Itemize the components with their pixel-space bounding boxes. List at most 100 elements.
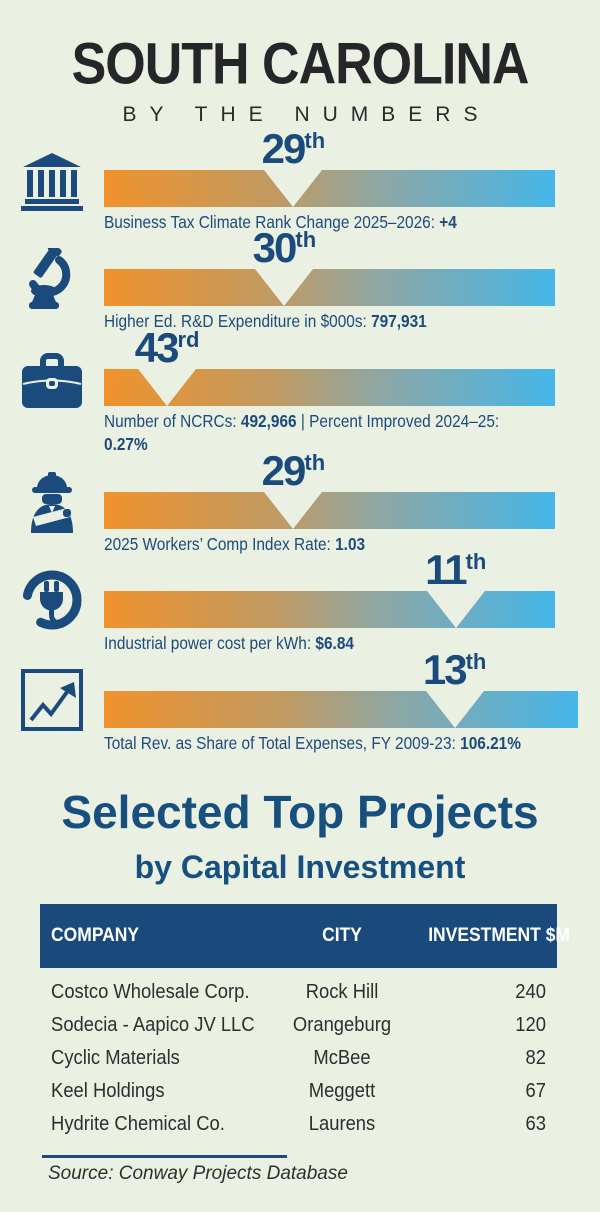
table-body: Costco Wholesale Corp. Rock Hill 240 Sod… bbox=[40, 968, 557, 1141]
table-row: Keel Holdings Meggett 67 bbox=[40, 1075, 557, 1108]
cell-company: Costco Wholesale Corp. bbox=[51, 980, 250, 1003]
stat-label: Total Rev. as Share of Total Expenses, F… bbox=[104, 733, 461, 754]
rank-ordinal-suffix: th bbox=[465, 649, 487, 675]
cell-city: Laurens bbox=[308, 1112, 376, 1135]
rank-bar-area: 30th bbox=[104, 227, 555, 307]
stat-label: Business Tax Climate Rank Change 2025–20… bbox=[104, 211, 440, 232]
cell-city: Orangeburg bbox=[292, 1013, 392, 1036]
stat-caption: 2025 Workers’ Comp Index Rate: 1.03 bbox=[104, 533, 556, 556]
header: SOUTH CAROLINA BY THE NUMBERS bbox=[0, 0, 600, 127]
stat-caption: Higher Ed. R&D Expenditure in $000s: 797… bbox=[104, 310, 556, 333]
rank-ordinal-suffix: th bbox=[295, 227, 317, 253]
projects-section: Selected Top Projects by Capital Investm… bbox=[0, 785, 600, 1185]
stat-value: 492,966 bbox=[240, 411, 297, 432]
rank-number: 29 bbox=[261, 446, 307, 494]
rank-value: 43rd bbox=[135, 327, 200, 369]
cell-investment: 82 bbox=[525, 1046, 546, 1069]
projects-subtitle: by Capital Investment bbox=[134, 848, 466, 885]
cell-investment: 63 bbox=[525, 1112, 546, 1135]
stat-value: 0.27% bbox=[104, 433, 148, 454]
page-subtitle: BY THE NUMBERS bbox=[122, 102, 491, 126]
stat-label: | Percent Improved 2024–25: bbox=[296, 411, 500, 432]
stats-list: 29th Business Tax Climate Rank Change 20… bbox=[0, 127, 600, 755]
power-plug-icon bbox=[20, 568, 84, 632]
stat-row: 13th Total Rev. as Share of Total Expens… bbox=[0, 649, 600, 755]
rank-notch-marker bbox=[425, 691, 484, 729]
column-header-company: COMPANY bbox=[51, 924, 140, 946]
rank-number: 29 bbox=[261, 124, 307, 172]
stat-caption: Number of NCRCs: 492,966 | Percent Impro… bbox=[104, 410, 556, 456]
government-building-icon bbox=[21, 152, 83, 211]
rank-notch-marker bbox=[264, 491, 323, 529]
stat-label: Industrial power cost per kWh: bbox=[104, 633, 316, 654]
column-header-city: CITY bbox=[322, 924, 362, 946]
stat-label: 2025 Workers’ Comp Index Rate: bbox=[104, 533, 336, 554]
stat-row: 11th Industrial power cost per kWh: $6.8… bbox=[0, 549, 600, 655]
rank-number: 11 bbox=[425, 546, 467, 594]
projects-table: COMPANY CITY INVESTMENT $M Costco Wholes… bbox=[40, 903, 570, 1141]
stat-value: 1.03 bbox=[335, 533, 366, 554]
stat-row: 30th Higher Ed. R&D Expenditure in $000s… bbox=[0, 227, 600, 333]
stat-row: 29th 2025 Workers’ Comp Index Rate: 1.03 bbox=[0, 449, 600, 556]
stat-value: 106.21% bbox=[460, 733, 521, 754]
stat-row: 43rd Number of NCRCs: 492,966 | Percent … bbox=[0, 327, 600, 456]
stat-row: 29th Business Tax Climate Rank Change 20… bbox=[0, 127, 600, 234]
rank-bar-area: 43rd bbox=[104, 327, 555, 407]
stat-caption: Total Rev. as Share of Total Expenses, F… bbox=[104, 732, 579, 755]
gradient-rank-bar bbox=[104, 691, 578, 729]
gradient-rank-bar bbox=[104, 591, 555, 629]
cell-city: Rock Hill bbox=[305, 980, 379, 1003]
cell-company: Hydrite Chemical Co. bbox=[51, 1112, 225, 1135]
page-title: SOUTH CAROLINA bbox=[71, 31, 530, 97]
table-row: Cyclic Materials McBee 82 bbox=[40, 1042, 557, 1075]
rank-bar-area: 29th bbox=[104, 449, 555, 529]
source-divider bbox=[42, 1154, 287, 1158]
cell-company: Cyclic Materials bbox=[51, 1046, 180, 1069]
rank-bar-area: 11th bbox=[104, 549, 555, 629]
worker-hardhat-icon bbox=[23, 471, 81, 533]
table-row: Sodecia - Aapico JV LLC Orangeburg 120 bbox=[40, 1009, 557, 1042]
rank-notch-marker bbox=[426, 591, 485, 629]
gradient-rank-bar bbox=[104, 491, 555, 529]
rank-value: 29th bbox=[261, 446, 326, 494]
projects-title: Selected Top Projects bbox=[61, 785, 539, 838]
stat-caption: Business Tax Climate Rank Change 2025–20… bbox=[104, 211, 556, 234]
rank-value: 29th bbox=[261, 124, 326, 172]
cell-investment: 240 bbox=[515, 980, 546, 1003]
stat-value: $6.84 bbox=[315, 633, 354, 654]
cell-investment: 120 bbox=[515, 1013, 546, 1036]
gradient-rank-bar bbox=[104, 169, 555, 207]
stat-value: 797,931 bbox=[371, 311, 427, 332]
rank-notch-marker bbox=[138, 369, 197, 407]
microscope-icon bbox=[23, 248, 81, 310]
gradient-rank-bar bbox=[104, 269, 555, 307]
cell-city: McBee bbox=[313, 1046, 371, 1069]
source-note: Source: Conway Projects Database bbox=[48, 1162, 348, 1184]
table-row: Costco Wholesale Corp. Rock Hill 240 bbox=[40, 976, 557, 1009]
rank-number: 13 bbox=[422, 646, 468, 694]
rank-value: 13th bbox=[423, 649, 486, 691]
rank-bar-area: 13th bbox=[104, 649, 578, 729]
rank-number: 43 bbox=[134, 324, 180, 372]
table-header-row: COMPANY CITY INVESTMENT $M bbox=[40, 903, 570, 968]
rank-notch-marker bbox=[255, 269, 314, 307]
rank-ordinal-suffix: th bbox=[465, 549, 487, 575]
rank-ordinal-suffix: th bbox=[304, 127, 326, 153]
column-header-investment: INVESTMENT $M bbox=[428, 924, 570, 946]
cell-city: Meggett bbox=[308, 1079, 376, 1102]
rank-value: 30th bbox=[253, 227, 316, 269]
rank-bar-area: 29th bbox=[104, 127, 555, 207]
rank-number: 30 bbox=[252, 224, 298, 272]
stat-caption: Industrial power cost per kWh: $6.84 bbox=[104, 632, 556, 655]
cell-company: Sodecia - Aapico JV LLC bbox=[51, 1013, 255, 1036]
cell-investment: 67 bbox=[525, 1079, 546, 1102]
table-row: Hydrite Chemical Co. Laurens 63 bbox=[40, 1108, 557, 1141]
stat-label: Higher Ed. R&D Expenditure in $000s: bbox=[104, 311, 372, 332]
cell-company: Keel Holdings bbox=[51, 1079, 165, 1102]
stat-value: +4 bbox=[439, 211, 457, 232]
rank-value: 11th bbox=[425, 549, 486, 591]
rank-ordinal-suffix: th bbox=[304, 449, 326, 475]
rank-ordinal-suffix: rd bbox=[177, 327, 200, 353]
briefcase-icon bbox=[20, 352, 84, 410]
